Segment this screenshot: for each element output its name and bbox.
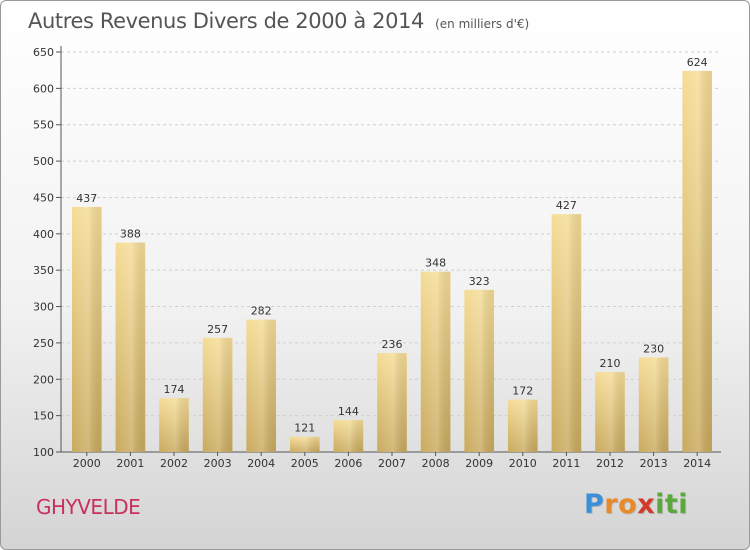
- chart-title: Autres Revenus Divers de 2000 à 2014: [28, 9, 425, 33]
- y-tick-label: 300: [33, 301, 54, 314]
- data-label-2011: 427: [556, 199, 577, 212]
- bar-shine-2011: [551, 214, 582, 452]
- y-tick-label: 200: [33, 373, 54, 386]
- bar-shine-2001: [115, 242, 146, 452]
- proxiti-logo: Proxiti: [584, 489, 688, 520]
- bar-shine-2000: [71, 206, 102, 452]
- logo-letter: i: [678, 489, 689, 520]
- y-tick-label: 100: [33, 446, 54, 459]
- bars: [71, 70, 713, 452]
- bar-shine-2013: [638, 357, 669, 452]
- data-label-2010: 172: [512, 385, 533, 398]
- x-tick-label-2002: 2002: [160, 457, 188, 470]
- logo-letter: o: [618, 489, 638, 520]
- bar-shine-2006: [333, 420, 364, 452]
- logo-letter: r: [604, 489, 619, 520]
- bar-shine-2007: [377, 353, 407, 452]
- bar-shine-2002: [159, 398, 189, 452]
- data-label-2005: 121: [294, 422, 315, 435]
- y-tick-label: 550: [33, 119, 54, 132]
- data-label-2002: 174: [164, 383, 185, 396]
- x-tick-label-2007: 2007: [378, 457, 406, 470]
- logo-letter: t: [664, 489, 679, 520]
- x-tick-label-2010: 2010: [509, 457, 537, 470]
- data-label-2004: 282: [251, 305, 272, 318]
- y-tick-label: 650: [33, 46, 54, 59]
- chart-title-block: Autres Revenus Divers de 2000 à 2014 (en…: [28, 9, 529, 33]
- data-label-2000: 437: [76, 192, 97, 205]
- x-tick-label-2004: 2004: [247, 457, 275, 470]
- x-tick-label-2012: 2012: [596, 457, 624, 470]
- bar-shine-2014: [682, 70, 713, 452]
- bar-shine-2010: [507, 399, 538, 452]
- x-tick-label-2009: 2009: [465, 457, 493, 470]
- y-tick-label: 250: [33, 337, 54, 350]
- data-label-2008: 348: [425, 257, 446, 270]
- bar-shine-2003: [202, 337, 233, 452]
- x-tick-label-2014: 2014: [683, 457, 711, 470]
- x-tick-label-2013: 2013: [640, 457, 668, 470]
- city-name: GHYVELDE: [36, 495, 141, 519]
- bar-shine-2008: [420, 271, 451, 452]
- data-label-2001: 388: [120, 228, 141, 241]
- y-tick-label: 450: [33, 191, 54, 204]
- axes: 100 150 200 250 300 350 400 450 500 550 600 650 2000…: [33, 46, 721, 470]
- logo-letter: i: [655, 489, 665, 520]
- x-tick-label-2003: 2003: [204, 457, 232, 470]
- x-tick-label-2008: 2008: [422, 457, 450, 470]
- data-label-2003: 257: [207, 323, 228, 336]
- data-label-2009: 323: [469, 275, 490, 288]
- chart-subtitle: (en milliers d'€): [435, 17, 530, 31]
- logo-letter: P: [584, 489, 605, 520]
- logo-letter: x: [637, 489, 656, 520]
- x-tick-label-2011: 2011: [552, 457, 580, 470]
- bar-shine-2004: [246, 319, 277, 452]
- x-tick-label-2005: 2005: [291, 457, 319, 470]
- data-label-2014: 624: [687, 56, 708, 69]
- x-tick-label-2001: 2001: [116, 457, 144, 470]
- x-tick-label-2000: 2000: [73, 457, 101, 470]
- bar-shine-2009: [464, 289, 495, 452]
- data-label-2007: 236: [382, 338, 403, 351]
- bar-shine-2012: [595, 372, 625, 452]
- x-tick-label-2006: 2006: [334, 457, 362, 470]
- data-label-2012: 210: [600, 357, 621, 370]
- y-tick-label: 500: [33, 155, 54, 168]
- data-label-2013: 230: [643, 342, 664, 355]
- bar-shine-2005: [289, 436, 320, 452]
- data-labels: 437 388 174 257 282 121 144 236 348 323 172 427 210 2…: [76, 56, 707, 435]
- data-label-2006: 144: [338, 405, 359, 418]
- y-tick-label: 350: [33, 264, 54, 277]
- y-tick-label: 150: [33, 410, 54, 423]
- y-tick-label: 400: [33, 228, 54, 241]
- y-tick-label: 600: [33, 82, 54, 95]
